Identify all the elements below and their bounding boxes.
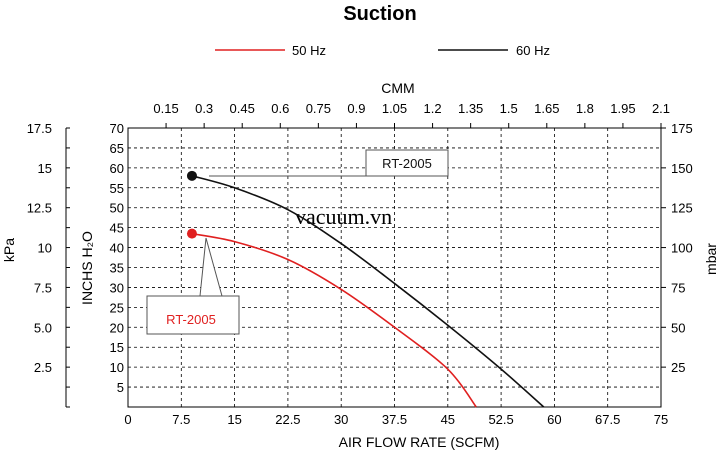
inches-tick-label: 5 <box>117 380 124 395</box>
x-tick-label: 52.5 <box>488 412 513 427</box>
inches-tick-label: 40 <box>110 241 124 256</box>
x-tick-label: 30 <box>334 412 348 427</box>
inches-tick-label: 10 <box>110 360 124 375</box>
legend: 50 Hz 60 Hz <box>215 43 550 58</box>
top-tick-label: 1.8 <box>576 101 594 116</box>
chart-title: Suction <box>343 3 416 25</box>
mbar-tick-label: 50 <box>671 320 685 335</box>
top-tick-label: 2.1 <box>652 101 670 116</box>
inches-tick-label: 55 <box>110 181 124 196</box>
mbar-tick-label: 175 <box>671 121 693 136</box>
kpa-tick-label: 10 <box>38 241 52 256</box>
top-tick-label: 0.3 <box>195 101 213 116</box>
top-tick-label: 0.15 <box>153 101 178 116</box>
kpa-tick-label: 7.5 <box>34 280 52 295</box>
top-tick-label: 0.9 <box>347 101 365 116</box>
kpa-axis: 2.5 5.0 7.5 10 12.5 15 17.5 <box>27 121 70 408</box>
inches-tick-label: 35 <box>110 261 124 276</box>
legend-label-50hz: 50 Hz <box>292 43 326 58</box>
top-tick-label: 0.75 <box>306 101 331 116</box>
callout-box-60hz <box>365 149 449 177</box>
x-tick-label: 7.5 <box>172 412 190 427</box>
callout-60hz: RT-2005 <box>209 149 449 177</box>
callout-box-50hz <box>146 295 240 335</box>
inches-tick-label: 15 <box>110 340 124 355</box>
mbar-tick-label: 75 <box>671 280 685 295</box>
top-tick-label: 1.2 <box>424 101 442 116</box>
inches-tick-label: 30 <box>110 280 124 295</box>
inches-tick-labels: 5 10 15 20 25 30 35 40 45 50 55 60 65 70 <box>110 121 124 395</box>
top-tick-label: 1.65 <box>534 101 559 116</box>
mbar-tick-labels: 25 50 75 100 125 150 175 <box>661 121 693 375</box>
watermark-text: vacuum.vn <box>295 204 392 229</box>
x-tick-labels: 0 7.5 15 22.5 30 37.5 45 52.5 60 67.5 75 <box>124 412 668 427</box>
inches-tick-label: 20 <box>110 320 124 335</box>
series-start-point-60hz <box>186 170 197 181</box>
callout-50hz: RT-2005 <box>146 237 240 335</box>
top-tick-labels: 0.15 0.3 0.45 0.6 0.75 0.9 1.05 1.2 1.35 1.5 1.65 1… <box>153 101 670 128</box>
top-tick-label: 0.45 <box>230 101 255 116</box>
series-line-50hz <box>191 232 477 408</box>
mbar-tick-label: 25 <box>671 360 685 375</box>
mbar-tick-label: 100 <box>671 241 693 256</box>
x-tick-label: 15 <box>227 412 241 427</box>
inches-tick-label: 50 <box>110 201 124 216</box>
x-tick-label: 0 <box>124 412 131 427</box>
kpa-axis-title: kPa <box>1 238 17 262</box>
inches-tick-label: 45 <box>110 221 124 236</box>
x-tick-label: 45 <box>441 412 455 427</box>
top-tick-label: 1.35 <box>458 101 483 116</box>
callout-label-50hz: RT-2005 <box>166 312 216 327</box>
x-tick-label: 67.5 <box>595 412 620 427</box>
kpa-tick-label: 12.5 <box>27 201 52 216</box>
inches-tick-label: 65 <box>110 141 124 156</box>
x-tick-label: 37.5 <box>382 412 407 427</box>
kpa-tick-label: 2.5 <box>34 360 52 375</box>
x-tick-label: 75 <box>654 412 668 427</box>
x-tick-label: 60 <box>547 412 561 427</box>
mbar-axis-title: mbar <box>703 243 719 275</box>
mbar-tick-label: 125 <box>671 201 693 216</box>
top-tick-label: 1.5 <box>500 101 518 116</box>
legend-label-60hz: 60 Hz <box>516 43 550 58</box>
top-tick-label: 0.6 <box>271 101 289 116</box>
inches-tick-label: 70 <box>110 121 124 136</box>
kpa-tick-label: 17.5 <box>27 121 52 136</box>
top-tick-label: 1.95 <box>610 101 635 116</box>
y-axis-title: INCHS H₂O <box>79 231 95 305</box>
series-start-point-50hz <box>186 228 197 239</box>
series-line-60hz <box>191 175 545 408</box>
top-tick-label: 1.05 <box>382 101 407 116</box>
kpa-tick-label: 15 <box>38 161 52 176</box>
callout-label-60hz: RT-2005 <box>382 156 432 171</box>
top-axis-title: CMM <box>381 80 414 96</box>
x-tick-label: 22.5 <box>275 412 300 427</box>
mbar-tick-label: 150 <box>671 161 693 176</box>
kpa-tick-label: 5.0 <box>34 320 52 335</box>
inches-tick-label: 60 <box>110 161 124 176</box>
x-axis-title: AIR FLOW RATE (SCFM) <box>339 434 500 450</box>
inches-tick-label: 25 <box>110 300 124 315</box>
callout-pointer-50hz <box>199 237 223 297</box>
